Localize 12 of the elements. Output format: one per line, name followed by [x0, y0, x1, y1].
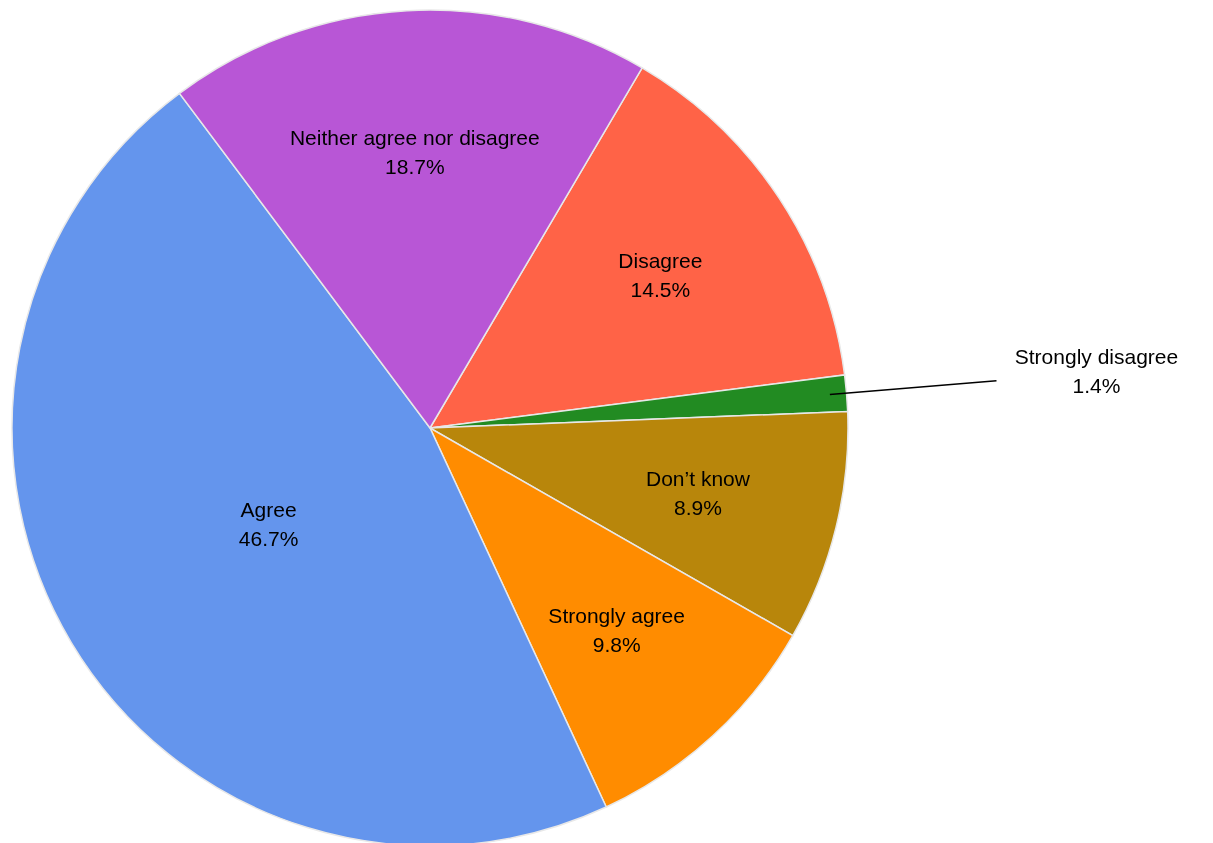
- slice-label: Agree: [240, 497, 297, 521]
- slice-label: Strongly disagree: [1014, 345, 1179, 369]
- data-label: 9.8%: [592, 633, 641, 657]
- data-label: 46.7%: [238, 526, 299, 550]
- data-label: 1.4%: [1072, 374, 1121, 398]
- slice-label: Disagree: [618, 249, 703, 273]
- slice-label: Neither agree nor disagree: [289, 125, 540, 149]
- data-label: 14.5%: [630, 278, 691, 302]
- slice-label: Strongly agree: [548, 604, 685, 628]
- data-label: 8.9%: [674, 495, 722, 519]
- slice-label: Don’t know: [646, 466, 751, 490]
- data-label: 18.7%: [385, 154, 445, 178]
